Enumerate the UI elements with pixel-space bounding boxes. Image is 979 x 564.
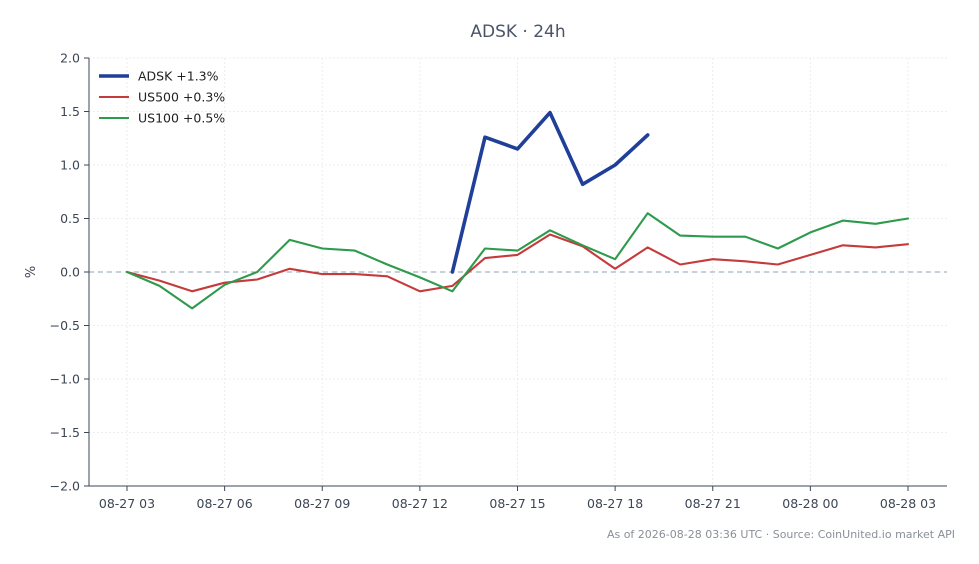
legend: ADSK +1.3% US500 +0.3% US100 +0.5% <box>99 69 225 126</box>
legend-label: US100 +0.5% <box>138 111 225 126</box>
legend-label: ADSK +1.3% <box>138 69 219 84</box>
y-axis-ticks: 2.0 1.5 1.0 0.5 0.0 −0.5 −1.0 −1.5 −2.0 <box>50 51 89 494</box>
x-tick-label: 08-27 21 <box>685 496 741 511</box>
legend-label: US500 +0.3% <box>138 90 225 105</box>
x-tick-label: 08-27 09 <box>294 496 350 511</box>
x-tick-label: 08-27 06 <box>197 496 253 511</box>
x-tick-label: 08-27 15 <box>489 496 545 511</box>
footer-source: As of 2026-08-28 03:36 UTC · Source: Coi… <box>607 528 955 541</box>
y-tick-label: −1.0 <box>50 372 80 387</box>
y-axis-label: % <box>24 266 39 278</box>
y-tick-label: 2.0 <box>60 51 80 66</box>
x-axis-ticks: 08-27 03 08-27 06 08-27 09 08-27 12 08-27 15… <box>99 486 936 511</box>
series-line-us100 <box>125 212 910 310</box>
y-tick-label: 1.5 <box>60 104 80 119</box>
series-line-adsk <box>450 110 650 274</box>
chart-title: ADSK · 24h <box>470 22 565 42</box>
grid-lines <box>89 57 947 487</box>
y-tick-label: 1.0 <box>60 158 80 173</box>
series-line-us500 <box>125 233 910 293</box>
x-tick-label: 08-28 00 <box>782 496 838 511</box>
y-tick-label: 0.0 <box>60 265 80 280</box>
y-tick-label: −2.0 <box>50 479 80 494</box>
y-tick-label: −1.5 <box>50 425 80 440</box>
x-tick-label: 08-27 03 <box>99 496 155 511</box>
y-tick-label: 0.5 <box>60 211 80 226</box>
y-tick-label: −0.5 <box>50 318 80 333</box>
x-tick-label: 08-27 18 <box>587 496 643 511</box>
x-tick-label: 08-27 12 <box>392 496 448 511</box>
x-tick-label: 08-28 03 <box>880 496 936 511</box>
series-lines <box>125 110 910 310</box>
